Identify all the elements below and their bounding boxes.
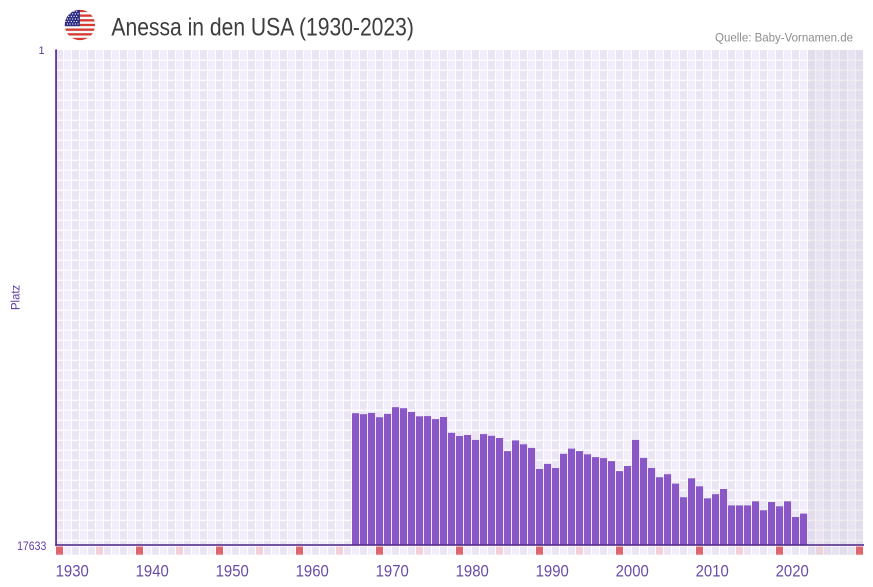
svg-text:Anessa in den USA (1930-2023): Anessa in den USA (1930-2023) [111, 14, 414, 42]
svg-text:2020: 2020 [776, 563, 809, 581]
svg-text:1970: 1970 [376, 563, 409, 581]
svg-text:1: 1 [38, 45, 44, 57]
svg-text:1980: 1980 [456, 563, 489, 581]
svg-text:1960: 1960 [296, 563, 329, 581]
svg-text:2010: 2010 [696, 563, 729, 581]
svg-text:1930: 1930 [56, 563, 89, 581]
svg-text:2000: 2000 [616, 563, 649, 581]
svg-text:1950: 1950 [216, 563, 249, 581]
svg-text:Quelle: Baby-Vornamen.de: Quelle: Baby-Vornamen.de [715, 30, 853, 44]
svg-text:1940: 1940 [136, 563, 169, 581]
svg-text:Platz: Platz [9, 285, 23, 310]
svg-text:1990: 1990 [536, 563, 569, 581]
svg-text:17633: 17633 [17, 539, 46, 553]
